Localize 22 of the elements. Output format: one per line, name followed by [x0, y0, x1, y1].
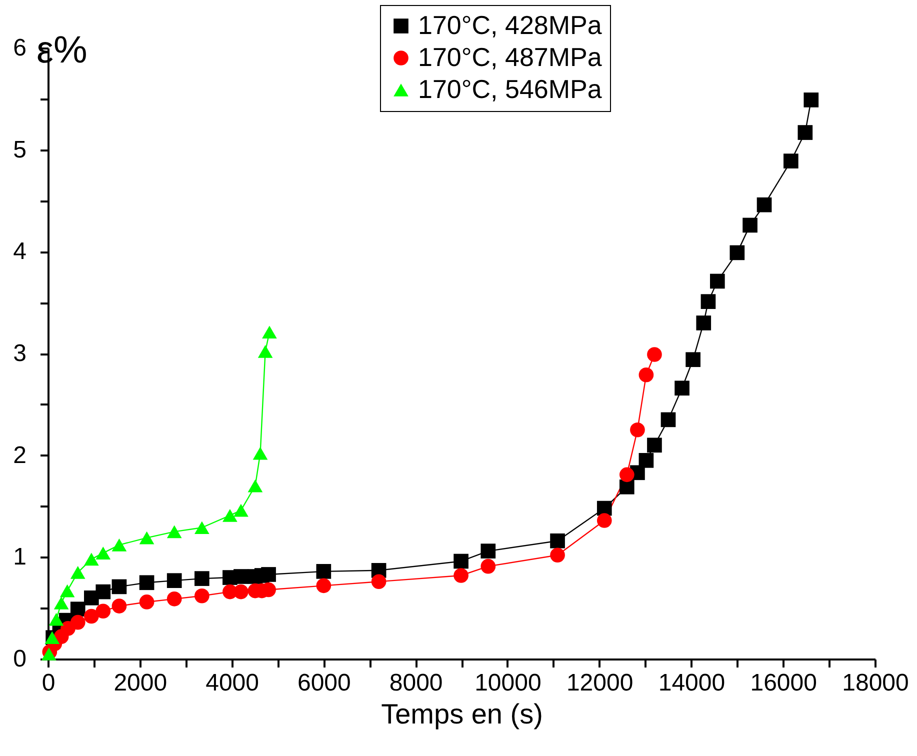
x-tick-label: 8000 [389, 670, 443, 696]
y-tick-label: 0 [13, 646, 26, 672]
x-tick-label: 12000 [566, 670, 634, 696]
x-tick-label: 10000 [474, 670, 542, 696]
y-tick-label: 1 [13, 544, 26, 571]
y-tick-label: 6 [13, 34, 26, 62]
y-tick-label: 4 [13, 238, 26, 266]
y-tick-label: 3 [13, 340, 26, 367]
x-tick-label: 2000 [114, 670, 168, 696]
y-tick-label: 5 [13, 136, 26, 164]
y-tick-label: 2 [13, 442, 26, 469]
legend-label: 170°C, 487MPa [418, 42, 602, 72]
x-tick-label: 14000 [658, 670, 726, 696]
x-tick-label: 0 [42, 670, 56, 696]
x-tick-label: 4000 [206, 670, 259, 696]
legend-label: 170°C, 546MPa [418, 74, 602, 104]
x-tick-label: 16000 [750, 670, 817, 696]
x-tick-label: 6000 [297, 670, 351, 696]
x-tick-label: 18000 [842, 670, 909, 696]
y-axis-title: ε% [36, 30, 88, 72]
x-axis-title: Temps en (s) [381, 698, 543, 730]
legend-label: 170°C, 428MPa [418, 10, 602, 40]
